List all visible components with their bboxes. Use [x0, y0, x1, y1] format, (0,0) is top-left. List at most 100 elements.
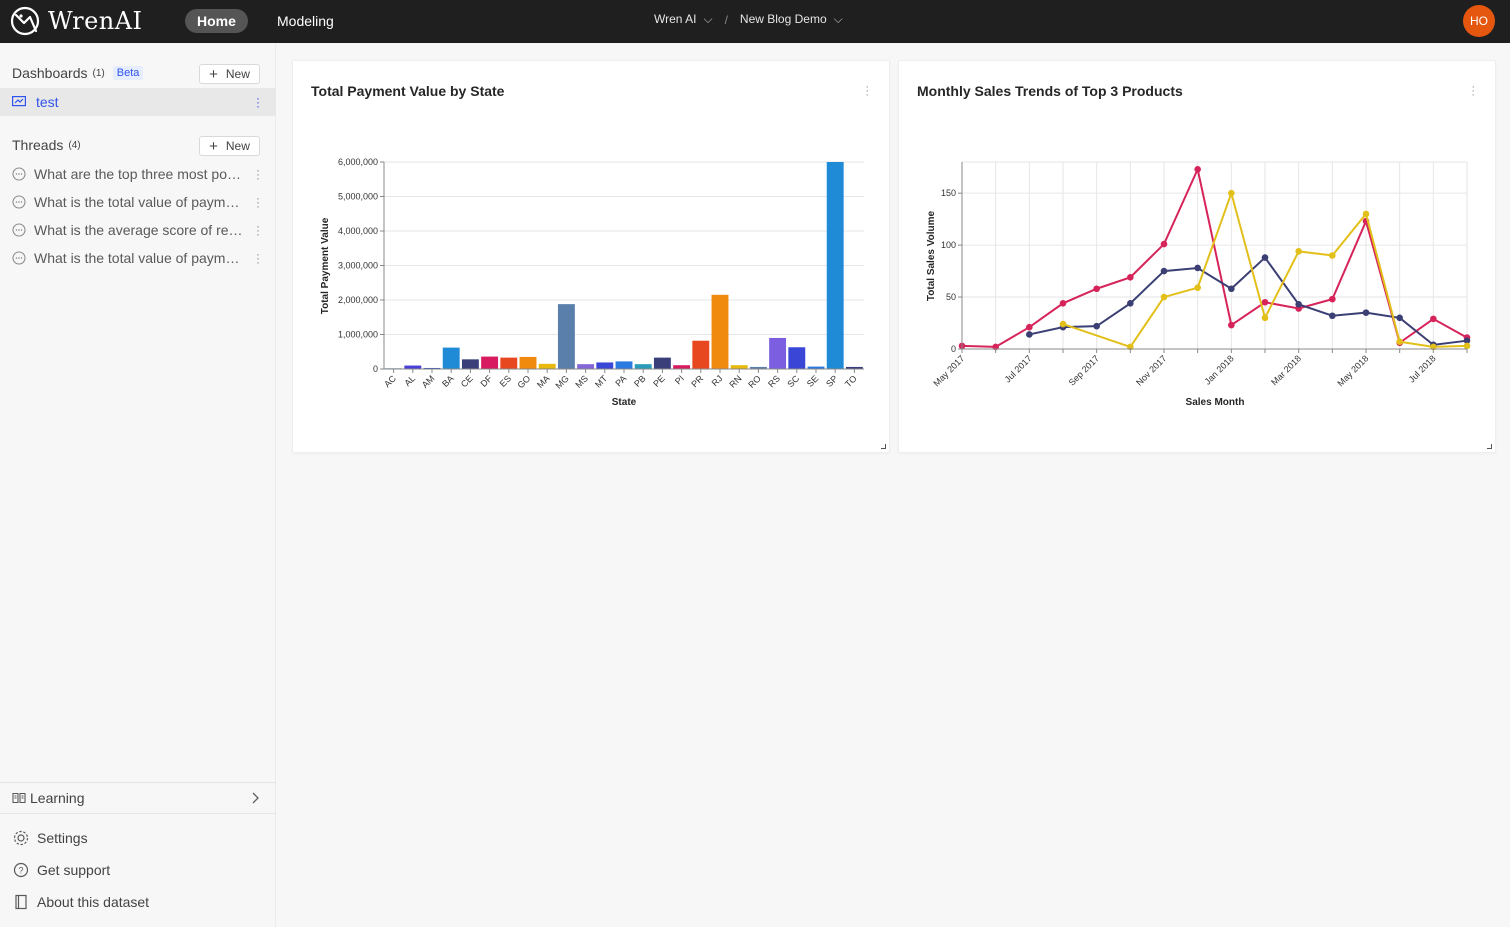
- bar-AM[interactable]: [423, 367, 441, 369]
- bar-SC[interactable]: [788, 347, 806, 369]
- series-point-0[interactable]: [1329, 295, 1336, 303]
- series-point-2[interactable]: [1463, 342, 1471, 350]
- series-point-0[interactable]: [1093, 285, 1100, 293]
- thread-item[interactable]: What are the top three most popular prod…: [0, 160, 276, 188]
- series-point-1[interactable]: [1261, 254, 1269, 261]
- x-tick-label: MT: [593, 373, 610, 390]
- series-point-1[interactable]: [1329, 312, 1336, 320]
- resize-handle[interactable]: [1487, 444, 1492, 449]
- bar-PA[interactable]: [615, 361, 633, 369]
- thread-item[interactable]: What is the total value of payments by m…: [0, 244, 276, 272]
- project-switcher[interactable]: Wren AI ⌵: [654, 12, 713, 27]
- series-point-0[interactable]: [1228, 321, 1235, 329]
- top-navigation-bar: WrenAI Home Modeling Wren AI ⌵ / New Blog…: [0, 0, 1510, 43]
- about-dataset-link[interactable]: About this dataset: [12, 893, 149, 911]
- more-icon[interactable]: · · ·: [865, 81, 869, 101]
- threads-label: Threads: [12, 137, 64, 153]
- bar-RN[interactable]: [730, 365, 748, 369]
- bar-MG[interactable]: [557, 304, 575, 369]
- bar-MA[interactable]: [538, 363, 556, 369]
- series-point-0[interactable]: [1059, 299, 1067, 307]
- bar-RO[interactable]: [749, 366, 767, 369]
- dashboard-icon: [12, 96, 26, 107]
- more-icon[interactable]: · · ·: [256, 163, 260, 185]
- settings-label: Settings: [37, 830, 88, 846]
- bar-GO[interactable]: [519, 356, 537, 369]
- more-icon[interactable]: · · ·: [256, 247, 260, 269]
- nav-home-tab[interactable]: Home: [185, 9, 248, 33]
- series-point-2[interactable]: [1362, 210, 1370, 218]
- thread-item[interactable]: What is the total value of payments by s…: [0, 188, 276, 216]
- bar-SP[interactable]: [826, 162, 844, 369]
- wrenai-logo[interactable]: WrenAI: [10, 5, 143, 37]
- bar-PB[interactable]: [634, 364, 652, 369]
- series-point-2[interactable]: [1228, 189, 1235, 197]
- series-point-1[interactable]: [1093, 322, 1100, 330]
- series-point-1[interactable]: [1026, 331, 1033, 338]
- bar-CE[interactable]: [461, 359, 479, 369]
- thread-title: What is the average score of reviews?: [34, 222, 246, 238]
- series-point-0[interactable]: [1160, 240, 1168, 248]
- bar-RS[interactable]: [769, 337, 787, 369]
- dashboard-card-payment-by-state[interactable]: Total Payment Value by State · · · 0 1,000,…: [292, 60, 890, 453]
- series-point-1[interactable]: [1362, 309, 1370, 316]
- nav-modeling-tab[interactable]: Modeling: [277, 13, 334, 29]
- series-point-1[interactable]: [1194, 264, 1201, 272]
- series-point-2[interactable]: [1396, 338, 1403, 346]
- series-point-1[interactable]: [1127, 299, 1134, 307]
- bar-MT[interactable]: [596, 362, 614, 369]
- bar-RJ[interactable]: [711, 294, 729, 369]
- more-icon[interactable]: · · ·: [256, 91, 260, 113]
- about-dataset-label: About this dataset: [37, 894, 150, 910]
- bar-DF[interactable]: [481, 356, 499, 369]
- settings-link[interactable]: Settings: [12, 829, 88, 847]
- dashboard-card-monthly-sales[interactable]: Monthly Sales Trends of Top 3 Products ·…: [898, 60, 1496, 453]
- x-tick-label: Jul 2017: [1003, 353, 1034, 384]
- chart-title: Total Payment Value by State: [311, 83, 505, 99]
- new-dashboard-button[interactable]: + New: [199, 64, 260, 84]
- y-tick-label: 0: [373, 364, 378, 374]
- x-tick-label: May 2018: [1335, 353, 1370, 388]
- thread-item[interactable]: What is the average score of reviews? ··…: [0, 216, 276, 244]
- bar-PR[interactable]: [692, 340, 710, 369]
- series-point-2[interactable]: [1261, 314, 1269, 322]
- series-point-1[interactable]: [1463, 337, 1471, 344]
- resize-handle[interactable]: [881, 444, 886, 449]
- bar-TO[interactable]: [845, 366, 863, 369]
- more-icon[interactable]: · · ·: [1471, 81, 1475, 101]
- x-tick-label: Jul 2018: [1407, 353, 1438, 384]
- learning-section[interactable]: Learning: [0, 782, 276, 814]
- bar-PE[interactable]: [653, 357, 671, 369]
- series-point-0[interactable]: [1430, 315, 1437, 323]
- get-support-link[interactable]: ? Get support: [12, 861, 110, 879]
- bar-SE[interactable]: [807, 366, 825, 369]
- series-point-1[interactable]: [1396, 314, 1403, 322]
- series-point-2[interactable]: [1329, 252, 1336, 259]
- x-tick-label: PA: [613, 373, 628, 388]
- bar-AL[interactable]: [404, 365, 422, 369]
- more-icon[interactable]: · · ·: [256, 191, 260, 213]
- x-tick-label: Mar 2018: [1269, 353, 1303, 387]
- bar-MS[interactable]: [577, 364, 595, 369]
- series-point-0[interactable]: [1261, 298, 1269, 306]
- user-avatar[interactable]: HO: [1463, 5, 1495, 37]
- series-point-2[interactable]: [1160, 293, 1168, 301]
- series-point-0[interactable]: [1026, 323, 1033, 331]
- series-point-1[interactable]: [1160, 267, 1168, 275]
- series-point-0[interactable]: [1127, 274, 1134, 281]
- bar-PI[interactable]: [673, 365, 691, 369]
- series-point-1[interactable]: [1295, 301, 1302, 308]
- dashboard-switcher[interactable]: New Blog Demo ⌵: [740, 12, 843, 27]
- bar-BA[interactable]: [442, 347, 460, 369]
- chevron-down-icon: ⌵: [703, 12, 713, 26]
- series-point-2[interactable]: [1059, 320, 1067, 328]
- more-icon[interactable]: · · ·: [256, 219, 260, 241]
- series-line-1: [1029, 256, 1468, 346]
- series-point-1[interactable]: [1228, 285, 1235, 293]
- new-thread-button[interactable]: + New: [199, 136, 260, 156]
- series-point-2[interactable]: [1295, 248, 1302, 255]
- series-point-2[interactable]: [1194, 284, 1201, 292]
- sidebar-item-dashboard[interactable]: test · · ·: [0, 88, 276, 116]
- bar-ES[interactable]: [500, 357, 518, 369]
- series-point-0[interactable]: [1194, 165, 1201, 173]
